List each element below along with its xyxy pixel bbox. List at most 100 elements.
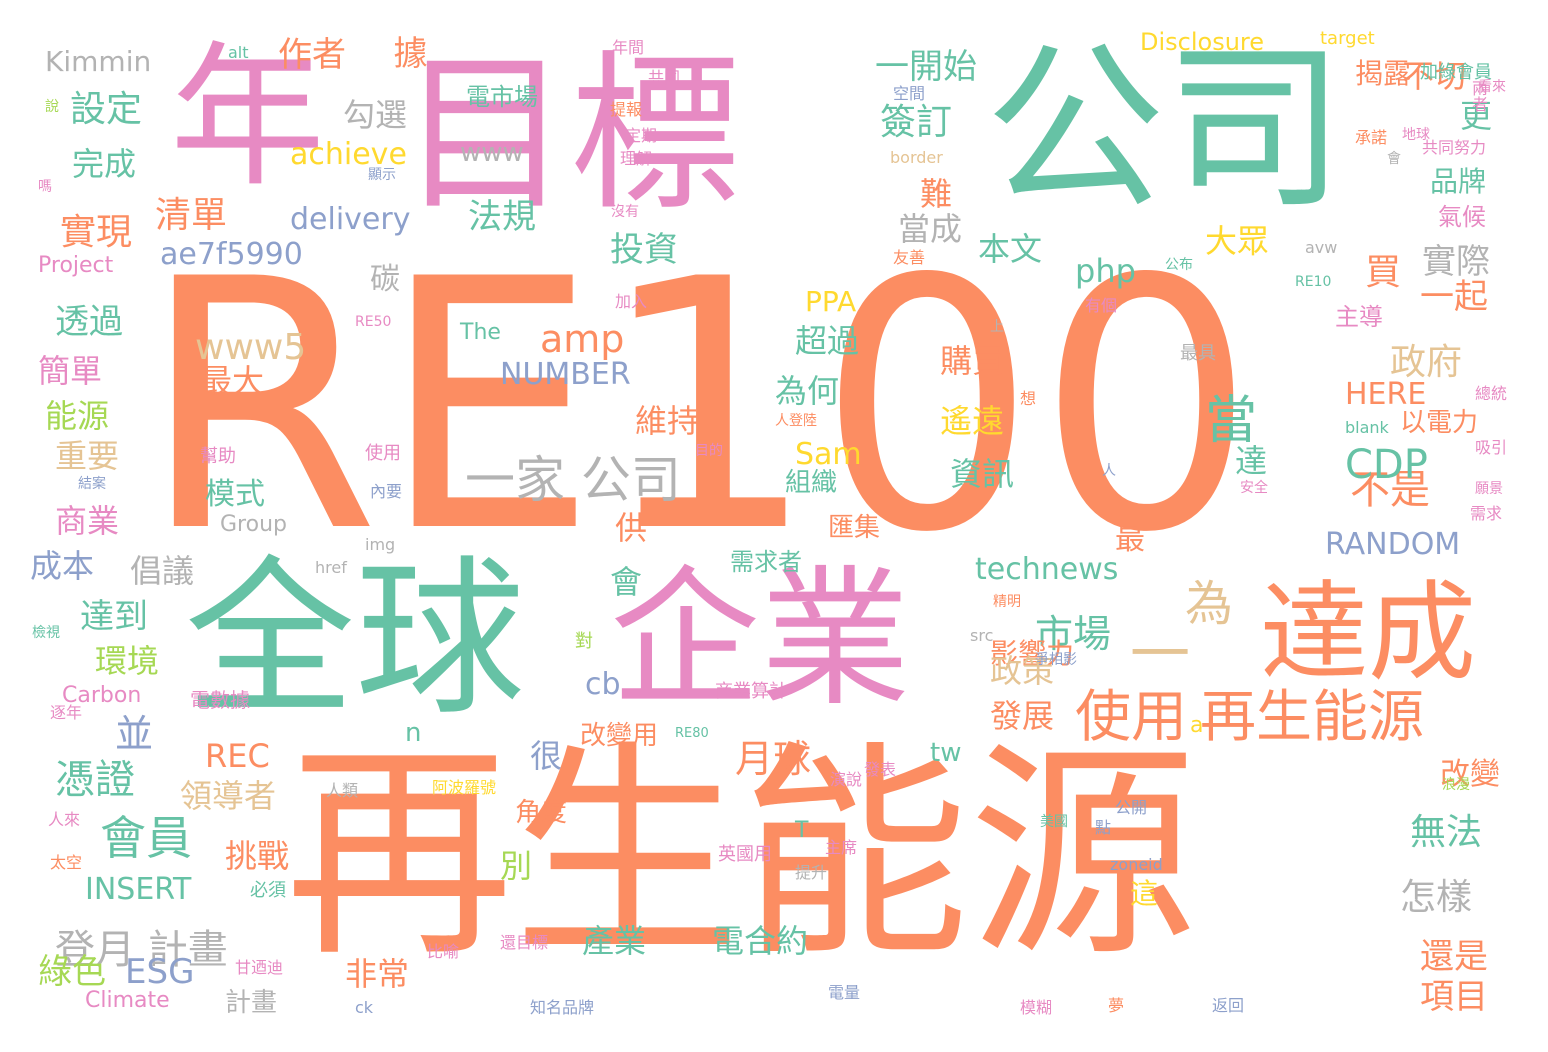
word-132-cjk: 還是 [1420, 937, 1488, 977]
word-179-cjk: 提升 [795, 863, 828, 882]
word-172-cjk: 浪漫 [1442, 777, 1470, 793]
word-65-cjk: 據 [387, 35, 427, 69]
word-63-re80: RE80 [675, 726, 709, 741]
word-77-cjk: 投資 [610, 230, 678, 270]
word-4-cjk: 年 [170, 27, 325, 208]
word-186-cjk: 甘迺迪 [235, 958, 284, 977]
word-19-cjk: 月球 [735, 737, 812, 781]
word-158-cjk: 幫助 [200, 446, 236, 467]
word-102-cjk: 超過 [795, 322, 860, 360]
word-71-cjk: 勾選 [343, 96, 408, 134]
word-47-border: border [890, 148, 943, 167]
word-193-cjk: 返回 [1212, 996, 1245, 1015]
word-37-ppa: PPA [805, 285, 857, 318]
word-41-group: Group [220, 512, 287, 537]
word-56-cb: cb [585, 667, 621, 702]
word-21-cjk: 憑證 [55, 757, 135, 803]
word-18-cjk: 政府 [1390, 342, 1463, 383]
word-35-disclosure: Disclosure [1140, 28, 1265, 56]
word-136-cjk: 共同努力 [1422, 138, 1487, 157]
word-97-cjk: 環境 [95, 642, 160, 680]
word-89-cjk: 透過 [55, 302, 123, 342]
word-105-cjk: 購買 [940, 342, 1005, 380]
word-124-cjk: 別 [500, 847, 533, 885]
word-121-cjk: 領導者 [180, 777, 277, 815]
word-76-cjk: 法規 [468, 197, 536, 237]
word-150-cjk: 公布 [1165, 257, 1193, 273]
word-176-cjk: 美國 [1040, 814, 1068, 830]
word-184-cjk: 檢視 [32, 625, 60, 641]
word-110-cjk: 達 [1235, 442, 1268, 480]
word-197-cjk: 說 [45, 99, 59, 115]
word-127-cjk: 非常 [345, 955, 410, 993]
word-137-cjk: 年間 [612, 38, 645, 57]
word-160-cjk: 目的 [695, 443, 723, 459]
word-42-carbon: Carbon [62, 683, 142, 708]
word-60-t: T [795, 818, 809, 843]
word-40-www: www [460, 138, 524, 168]
word-192-cjk: 夢 [1108, 996, 1125, 1015]
word-87-cjk: 主導 [1335, 303, 1383, 331]
word-57-tw: tw [930, 738, 962, 768]
word-24-amp: amp [540, 317, 625, 361]
word-80-cjk: 本文 [978, 230, 1043, 268]
word-178-cjk: 主席 [825, 838, 858, 857]
word-123-cjk: 角度 [515, 798, 568, 828]
word-142-cjk: 空間 [893, 84, 926, 103]
word-111-cjk: 最 [1115, 522, 1145, 557]
word-117-cjk: 政策 [990, 652, 1055, 690]
word-144-cjk: 承諾 [1355, 128, 1388, 147]
word-34-kimmin: Kimmin [45, 45, 152, 78]
word-44-project: Project [38, 253, 114, 278]
word-171-cjk: 演說 [830, 770, 863, 789]
word-95-cjk: 倡議 [130, 552, 195, 590]
word-72-cjk: 簽訂 [880, 102, 953, 143]
word-1-cjk: 再生能源 [285, 721, 1197, 987]
word-118-cjk: 發展 [990, 697, 1055, 735]
word-7-cjk: 達成 [1260, 571, 1477, 696]
word-120-cjk: 很 [530, 737, 563, 775]
word-133-cjk: 項目 [1420, 977, 1488, 1017]
word-135-cjk: 加綠會員 [1420, 62, 1492, 83]
word-147-cjk: 兩者 [1469, 80, 1488, 112]
word-106-cjk: 遙遠 [940, 402, 1005, 440]
word-74-cjk: 清單 [155, 195, 228, 236]
word-175-cjk: 公開 [1115, 798, 1148, 817]
word-2-cjk: 公司 [985, 25, 1346, 234]
word-79-cjk: 難 [920, 175, 953, 213]
word-69-cjk: 更 [1460, 97, 1493, 135]
word-83-cjk: 氣候 [1438, 203, 1486, 231]
word-134-cjk: 電市場 [466, 83, 538, 111]
word-36-here: HERE [1345, 377, 1427, 412]
word-167-cjk: 爭相影 [1035, 652, 1077, 668]
word-188-cjk: 比喻 [427, 942, 460, 961]
word-131-cjk: 改變 [1440, 757, 1500, 792]
word-173-cjk: 人類 [326, 781, 359, 800]
word-148-cjk: 友善 [893, 248, 926, 267]
word-159-cjk: 內要 [370, 482, 403, 501]
word-101-cjk: 模式 [205, 477, 265, 512]
word-145-cjk: 地球 [1402, 127, 1430, 143]
word-140-cjk: 定期 [625, 126, 658, 145]
word-168-cjk: 電數據 [190, 688, 250, 712]
word-96-cjk: 達到 [80, 597, 148, 637]
word-119-cjk: 改變用 [580, 721, 659, 751]
word-55-ck: ck [355, 998, 374, 1017]
word-180-cjk: 點 [1095, 818, 1112, 837]
word-187-cjk: 還目標 [500, 933, 549, 952]
word-88-cjk: 碳 [370, 262, 400, 297]
word-152-cjk: 加入 [615, 292, 648, 311]
word-190-cjk: 電量 [828, 983, 861, 1002]
word-191-cjk: 模糊 [1020, 998, 1053, 1017]
word-143-cjk: 顯示 [368, 167, 396, 183]
word-198-cjk: 嗎 [38, 179, 52, 195]
word-138-cjk: 共同 [648, 68, 681, 87]
word-85-cjk: 實際 [1422, 242, 1490, 282]
word-29-number: NUMBER [500, 357, 631, 392]
word-114-cjk: 會 [610, 563, 643, 601]
word-163-cjk: 願景 [1475, 481, 1503, 497]
word-51-img: img [365, 535, 396, 554]
word-122-cjk: 挑戰 [225, 837, 290, 875]
word-182-cjk: 太空 [50, 853, 83, 872]
word-46-target: target [1320, 28, 1375, 49]
